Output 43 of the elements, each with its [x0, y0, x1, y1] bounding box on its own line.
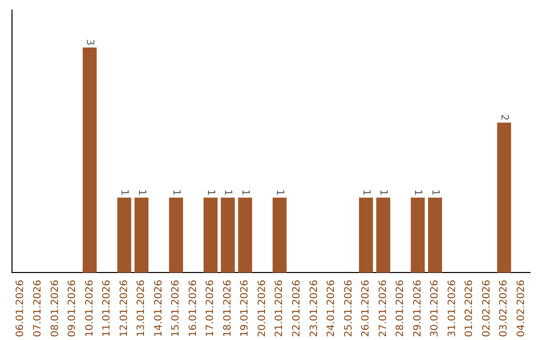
x-tick-label: 22.01.2026	[291, 280, 302, 338]
x-tick-label: 20.01.2026	[256, 280, 268, 338]
x-tick-label: 06.01.2026	[15, 280, 26, 338]
x-tick-label: 14.01.2026	[153, 280, 164, 338]
x-tick-label: 04.02.2026	[516, 280, 527, 338]
data-label: 1	[412, 189, 424, 196]
data-label: 1	[204, 189, 216, 196]
x-tick-label: 07.01.2026	[32, 280, 44, 338]
data-label: 1	[170, 189, 182, 196]
x-tick-label: 16.01.2026	[188, 280, 199, 338]
x-tick-label: 21.01.2026	[274, 280, 286, 338]
x-tick-label: 17.01.2026	[205, 280, 216, 338]
data-label: 1	[222, 189, 234, 196]
data-label: 1	[378, 189, 389, 196]
x-tick-label: 24.01.2026	[326, 280, 338, 338]
x-tick-label: 01.02.2026	[464, 280, 476, 338]
data-label: 1	[360, 189, 372, 196]
x-tick-label: 02.02.2026	[481, 280, 492, 338]
x-tick-label: 29.01.2026	[412, 280, 424, 338]
x-tick-label: 10.01.2026	[84, 280, 96, 338]
data-label: 2	[498, 114, 510, 121]
x-tick-label: 09.01.2026	[67, 280, 78, 338]
x-tick-label: 25.01.2026	[343, 280, 354, 338]
x-tick-label: 27.01.2026	[378, 280, 389, 338]
x-tick-label: 18.01.2026	[222, 280, 234, 338]
x-tick-label: 28.01.2026	[395, 280, 406, 338]
data-label: 1	[240, 189, 251, 196]
x-tick-label: 26.01.2026	[360, 280, 372, 338]
x-tick-label: 11.01.2026	[102, 280, 113, 338]
x-tick-label: 23.01.2026	[308, 280, 320, 338]
data-label: 1	[429, 189, 440, 196]
data-label: 3	[84, 39, 96, 46]
data-label: 1	[136, 189, 147, 196]
x-tick-label: 19.01.2026	[240, 280, 251, 338]
x-tick-label: 08.01.2026	[50, 280, 61, 338]
x-tick-label: 30.01.2026	[430, 280, 441, 338]
x-tick-label: 12.01.2026	[118, 280, 130, 338]
x-tick-label: 31.01.2026	[446, 280, 458, 338]
data-label: 1	[118, 189, 130, 196]
x-tick-label: 13.01.2026	[136, 280, 148, 338]
x-tick-label: 15.01.2026	[170, 280, 182, 338]
data-label: 1	[274, 189, 286, 196]
x-tick-label: 03.02.2026	[498, 280, 510, 338]
